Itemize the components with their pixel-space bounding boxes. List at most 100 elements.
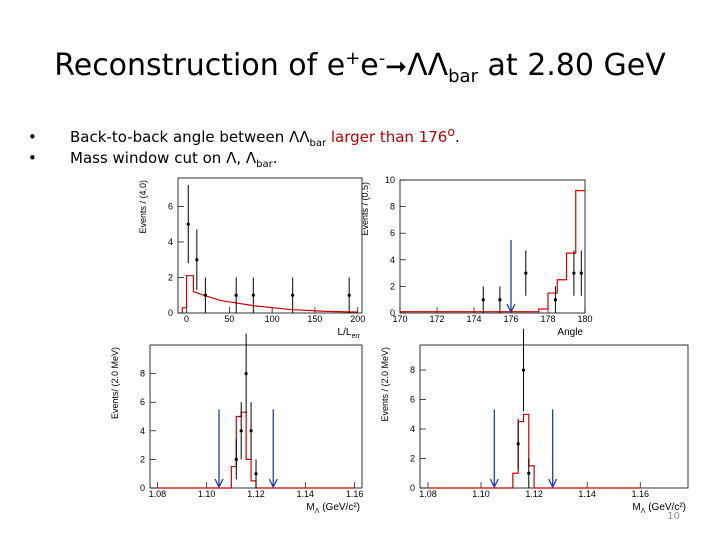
x-label-sub: Λ bbox=[641, 508, 646, 515]
x-tick-label: 1.12 bbox=[247, 489, 265, 499]
data-point bbox=[524, 271, 528, 275]
y-tick-label: 6 bbox=[410, 395, 415, 405]
y-axis-label: Events/ (2.0 MeV) bbox=[110, 347, 120, 419]
x-axis-label: L/Lerr bbox=[338, 327, 361, 340]
fit-curve bbox=[181, 275, 358, 313]
x-label-rest: (GeV/c²) bbox=[319, 502, 360, 513]
title-sup: + bbox=[345, 48, 361, 69]
y-tick-label: 4 bbox=[390, 255, 395, 265]
x-tick-label: 150 bbox=[307, 314, 322, 324]
data-point bbox=[553, 298, 558, 302]
cut-arrow bbox=[548, 409, 558, 489]
y-tick-label: 0 bbox=[390, 308, 395, 318]
x-label-main: M bbox=[632, 502, 640, 513]
y-tick-label: 0 bbox=[140, 483, 145, 493]
data-point bbox=[234, 293, 238, 297]
bullet-text: Back-to-back angle between ΛΛ bbox=[70, 128, 310, 146]
data-point bbox=[186, 222, 190, 226]
page-number: 10 bbox=[667, 511, 680, 522]
y-tick-label: 2 bbox=[390, 281, 395, 291]
slide-title: Reconstruction of e+e-➞ΛΛbar at 2.80 GeV bbox=[0, 48, 720, 87]
bullet-text: . bbox=[272, 149, 278, 167]
bullet-text: . bbox=[454, 128, 460, 146]
y-tick-label: 4 bbox=[410, 424, 415, 434]
plot: 1.08 1.10 1.12 1.14 1.16 0 2 4 6 8 Events/ (2.0 Me… bbox=[110, 333, 364, 515]
title-text: e bbox=[360, 48, 379, 83]
data-point bbox=[203, 293, 207, 297]
y-tick-label: 0 bbox=[410, 483, 415, 493]
data-point bbox=[516, 442, 520, 446]
plot: 170 172 174 176 178 180 0 2 4 6 8 10 Events / (0.5) A… bbox=[360, 175, 593, 338]
title-text: at 2.80 GeV bbox=[477, 48, 666, 83]
data-point bbox=[579, 271, 583, 275]
x-tick-label: 170 bbox=[392, 314, 407, 324]
y-tick-label: 2 bbox=[140, 454, 145, 464]
data-point bbox=[254, 472, 258, 476]
data-point bbox=[195, 258, 199, 262]
x-tick-label: 1.16 bbox=[346, 489, 364, 499]
title-sub: bar bbox=[448, 66, 478, 87]
x-tick-label: 174 bbox=[466, 314, 481, 324]
data-point bbox=[234, 457, 238, 461]
x-axis-label: MΛ (GeV/c²) bbox=[632, 502, 686, 515]
x-tick-label: 1.08 bbox=[419, 489, 437, 499]
bullet-text: larger than 176 bbox=[326, 128, 448, 146]
x-axis-label: MΛ (GeV/c²) bbox=[306, 502, 360, 515]
x-tick-label: 200 bbox=[350, 314, 365, 324]
x-label-rest: (GeV/c²) bbox=[645, 502, 686, 513]
data-point bbox=[527, 471, 531, 475]
x-axis-label: Angle bbox=[557, 327, 583, 338]
x-tick-label: 1.14 bbox=[297, 489, 315, 499]
x-tick-label: 50 bbox=[224, 314, 234, 324]
data-point bbox=[521, 368, 526, 372]
bullet: • Back-to-back angle between ΛΛbar larger… bbox=[28, 124, 460, 149]
data-point bbox=[498, 298, 502, 302]
cut-arrow bbox=[268, 409, 278, 489]
data-point bbox=[572, 271, 576, 275]
data-point bbox=[249, 429, 253, 433]
y-tick-label: 10 bbox=[385, 175, 395, 185]
bullet: • Mass window cut on Λ, Λbar. bbox=[28, 149, 278, 170]
y-tick-label: 0 bbox=[168, 308, 173, 318]
plot: 1.08 1.10 1.12 1.14 1.16 0 2 4 6 8 Events / (2.0 M… bbox=[380, 328, 689, 515]
x-tick-label: 1.10 bbox=[198, 489, 216, 499]
y-axis-label: Events / (4.0) bbox=[138, 180, 148, 234]
x-tick-label: 1.14 bbox=[578, 489, 596, 499]
plot-frame bbox=[177, 177, 363, 314]
y-tick-label: 2 bbox=[410, 454, 415, 464]
x-tick-label: 100 bbox=[265, 314, 280, 324]
plot: 0 50 100 150 200 0 2 4 6 Events / (4.0) L/Lerr bbox=[138, 177, 365, 340]
data-point bbox=[251, 293, 255, 297]
x-label-main: Angle bbox=[557, 327, 583, 338]
data-point bbox=[347, 293, 351, 297]
y-tick-label: 4 bbox=[168, 237, 173, 247]
y-tick-label: 8 bbox=[410, 365, 415, 375]
y-tick-label: 6 bbox=[140, 397, 145, 407]
x-tick-label: 180 bbox=[577, 314, 592, 324]
arrow-icon: ➞ bbox=[385, 52, 408, 82]
cut-arrow bbox=[506, 239, 516, 314]
data-point bbox=[244, 372, 248, 376]
data-point bbox=[239, 429, 243, 433]
x-tick-label: 0 bbox=[184, 314, 189, 324]
x-label-main: M bbox=[306, 502, 314, 513]
bullet-sub: bar bbox=[309, 138, 327, 149]
data-point bbox=[291, 293, 295, 297]
cut-arrow bbox=[214, 409, 224, 489]
x-tick-label: 1.16 bbox=[631, 489, 649, 499]
fit-curve bbox=[157, 411, 355, 489]
x-tick-label: 1.08 bbox=[149, 489, 167, 499]
y-tick-label: 8 bbox=[390, 202, 395, 212]
x-tick-label: 1.12 bbox=[525, 489, 543, 499]
y-tick-label: 4 bbox=[140, 426, 145, 436]
bullet-sub: bar bbox=[256, 159, 273, 170]
fit-curve bbox=[427, 413, 641, 489]
y-tick-label: 2 bbox=[168, 272, 173, 282]
y-tick-label: 6 bbox=[390, 228, 395, 238]
plot-frame bbox=[399, 179, 586, 314]
x-label-sub: err bbox=[351, 333, 360, 340]
title-sup: - bbox=[378, 48, 386, 69]
cut-arrow bbox=[489, 409, 499, 489]
